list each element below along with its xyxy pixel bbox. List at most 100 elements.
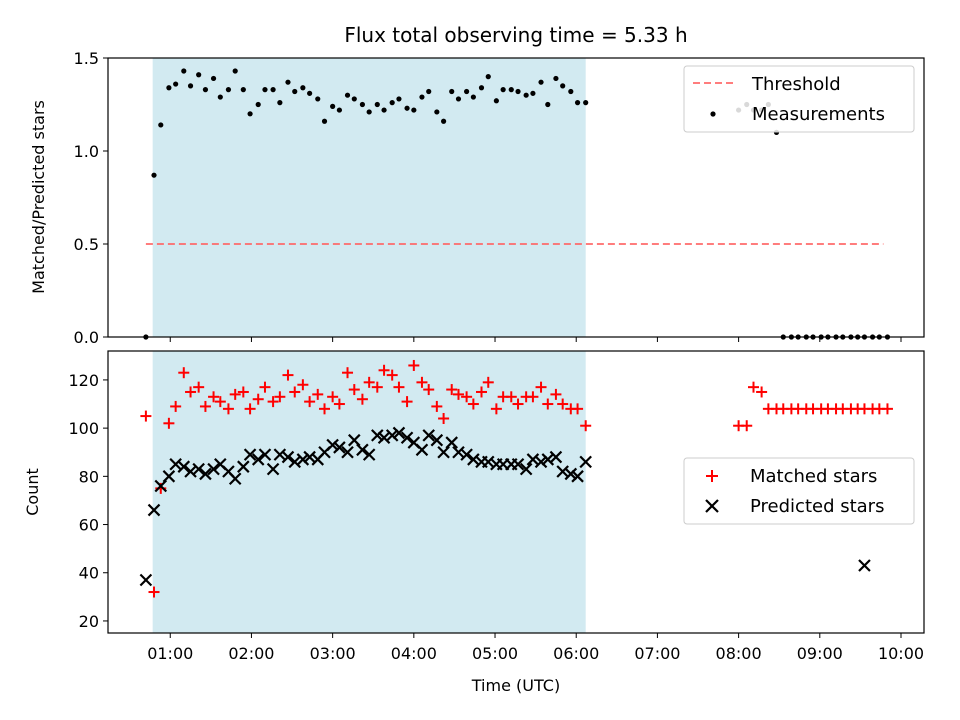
bottom-legend: Matched stars Predicted stars xyxy=(683,457,915,525)
predicted-star-point xyxy=(415,443,429,457)
measurement-point xyxy=(470,94,476,100)
matched-star-point xyxy=(208,391,220,403)
predicted-star-point xyxy=(549,450,563,464)
x-tick-label: 05:00 xyxy=(472,644,518,663)
predicted-star-point xyxy=(273,448,287,461)
predicted-star-point xyxy=(303,450,316,464)
matched-star-point xyxy=(185,386,197,398)
predicted-star-point xyxy=(147,503,161,517)
top-legend: Threshold Measurements xyxy=(683,65,915,133)
measurement-point xyxy=(336,107,343,113)
bottom-legend-box xyxy=(683,457,915,525)
top-y-tick-label: 1.5 xyxy=(74,49,99,68)
matched-star-point xyxy=(222,403,234,415)
predicted-star-point xyxy=(400,431,414,445)
measurement-point xyxy=(553,75,559,82)
matched-star-point xyxy=(327,391,339,403)
measurement-point xyxy=(344,92,351,98)
matched-star-point xyxy=(461,391,473,403)
x-tick-label: 06:00 xyxy=(553,644,599,663)
predicted-star-point xyxy=(481,455,495,469)
predicted-star-point xyxy=(169,458,182,471)
predicted-star-point xyxy=(571,470,584,483)
matched-star-point xyxy=(304,396,316,408)
matched-star-point xyxy=(527,391,539,403)
matched-star-point xyxy=(467,398,479,410)
matched-star-point xyxy=(881,403,893,415)
top-legend-box xyxy=(683,65,915,133)
matched-star-point xyxy=(199,400,211,412)
measurement-point xyxy=(574,100,581,106)
x-tick-label: 01:00 xyxy=(147,644,193,663)
matched-star-point xyxy=(550,388,562,400)
legend-threshold-label: Threshold xyxy=(751,74,841,95)
measurement-point xyxy=(285,79,291,85)
predicted-star-point xyxy=(371,429,384,442)
measurement-point xyxy=(464,88,470,95)
predicted-star-point xyxy=(162,470,176,483)
measurement-point xyxy=(240,87,246,93)
chart-title: Flux total observing time = 5.33 h xyxy=(344,23,687,47)
legend-matched-swatch xyxy=(706,470,718,482)
x-tick-label: 02:00 xyxy=(228,644,274,663)
predicted-star-point xyxy=(467,453,480,466)
x-axis-label: Time (UTC) xyxy=(471,676,560,695)
top-y-tick-label: 0.5 xyxy=(74,235,99,254)
predicted-star-point xyxy=(460,448,473,461)
measurement-point xyxy=(374,101,380,108)
matched-star-point xyxy=(535,381,547,393)
predicted-star-point xyxy=(377,431,391,445)
measurement-point xyxy=(321,118,328,124)
predicted-star-point xyxy=(184,465,197,478)
bottom-x-ticks: 01:00 02:00 03:00 04:00 05:00 06:00 07:00 08:00… xyxy=(147,633,924,663)
measurement-point xyxy=(485,74,491,80)
matched-star-point xyxy=(512,398,524,410)
predicted-stars-points xyxy=(139,426,871,587)
top-panel: 0.0 0.5 1.0 1.5 Flux total observing time =… xyxy=(29,23,925,347)
predicted-star-point xyxy=(192,462,205,476)
predicted-star-point xyxy=(519,462,533,476)
measurement-point xyxy=(411,107,417,113)
measurement-point xyxy=(404,105,410,111)
measurement-point xyxy=(359,101,366,108)
bottom-y-ticks: 20 40 60 80 100 120 xyxy=(68,371,108,631)
measurement-point xyxy=(262,87,268,93)
measurement-point xyxy=(583,100,589,106)
predicted-star-point xyxy=(258,448,272,461)
x-tick-label: 10:00 xyxy=(878,644,924,663)
matched-star-point xyxy=(274,391,286,403)
matched-star-point xyxy=(446,384,458,396)
measurement-point xyxy=(247,111,253,117)
matched-star-point xyxy=(386,369,398,381)
matched-star-point xyxy=(363,376,375,388)
predicted-star-point xyxy=(228,472,242,486)
measurement-point xyxy=(255,101,261,108)
predicted-star-point xyxy=(243,448,257,461)
x-tick-label: 09:00 xyxy=(797,644,843,663)
matched-star-point xyxy=(401,396,413,408)
measurement-point xyxy=(493,98,499,104)
predicted-star-point xyxy=(139,573,153,587)
measurement-point xyxy=(449,88,455,95)
measurement-point xyxy=(568,88,574,95)
x-tick-label: 03:00 xyxy=(310,644,356,663)
measurement-point xyxy=(441,118,447,124)
measurement-point xyxy=(545,101,551,108)
predicted-star-point xyxy=(281,450,295,464)
bottom-panel: 20 40 60 80 100 120 01:00 02:00 03:00 04:00 05:00… xyxy=(23,350,925,695)
legend-predicted-label: Predicted stars xyxy=(750,496,884,517)
measurement-point xyxy=(300,85,306,91)
measurement-point xyxy=(478,85,485,91)
matched-star-point xyxy=(741,420,753,432)
matched-star-point xyxy=(431,400,443,412)
top-y-tick-label: 0.0 xyxy=(74,328,99,347)
matched-star-point xyxy=(482,376,494,388)
predicted-star-point xyxy=(199,467,212,481)
bottom-y-tick-label: 40 xyxy=(79,564,99,583)
measurement-point xyxy=(158,122,164,128)
matched-star-point xyxy=(416,376,428,388)
predicted-star-point xyxy=(564,467,578,481)
matched-star-point xyxy=(148,586,160,598)
predicted-star-point xyxy=(392,426,406,440)
predicted-star-point xyxy=(177,460,191,473)
